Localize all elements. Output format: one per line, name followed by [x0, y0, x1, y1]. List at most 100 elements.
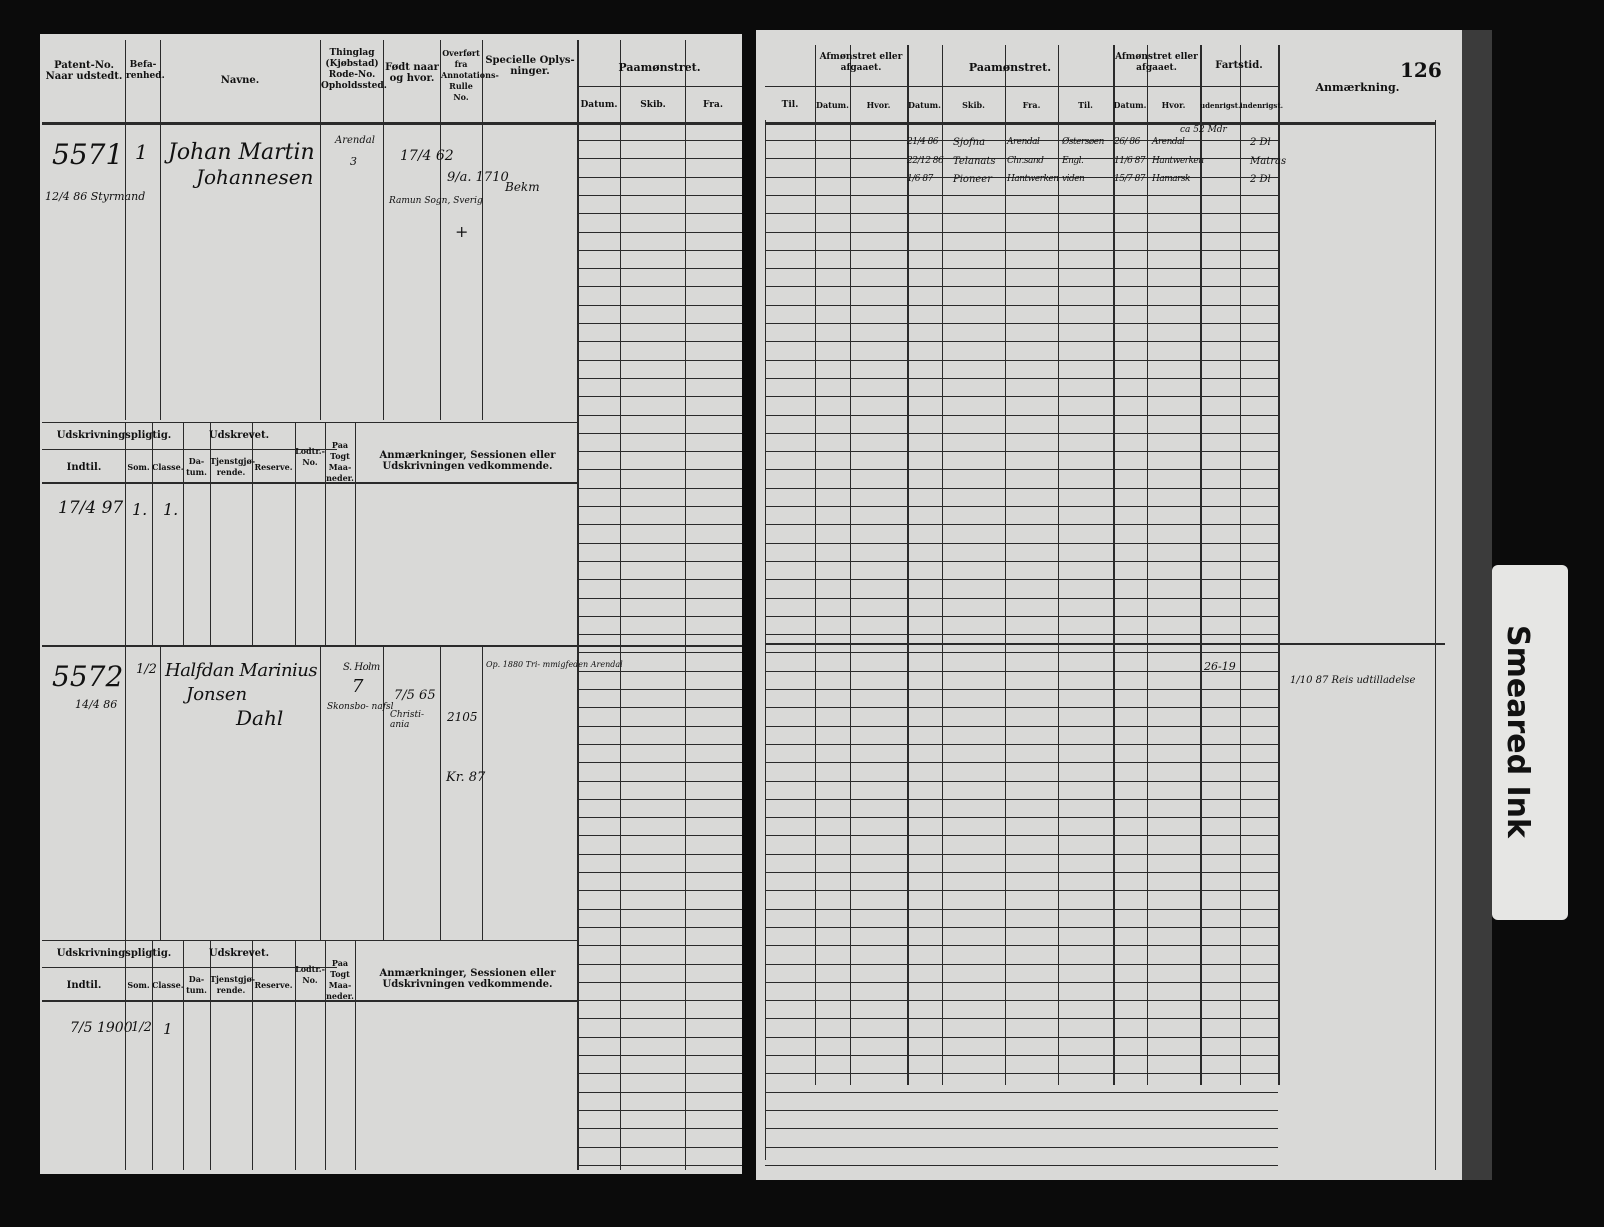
rule-line [1278, 45, 1280, 1085]
rule-line [42, 422, 577, 423]
issue-date: 14/4 86 [75, 698, 118, 711]
som: 1/2 [131, 1020, 152, 1035]
rule-line [325, 422, 326, 645]
grid-row [577, 1018, 742, 1020]
rule-line [440, 645, 441, 940]
grid-row [577, 725, 742, 727]
grid-row [577, 469, 742, 471]
grid-row [765, 304, 1278, 306]
grid-row [577, 835, 742, 837]
rule-line [1113, 45, 1115, 1085]
voyage-ship: Sjofna [953, 137, 986, 148]
header-datum: Datum. [1113, 100, 1147, 110]
grid-row [577, 1073, 742, 1075]
voyage-to: viden [1062, 174, 1085, 184]
header-til: Til. [1078, 100, 1093, 110]
grid-row [765, 945, 1278, 947]
header-paamonstret: Paamønstret. [618, 61, 701, 74]
header-som: Som. [127, 462, 150, 472]
grid-row [765, 1146, 1278, 1148]
header-hvor: Hvor. [866, 100, 891, 110]
grid-row [577, 872, 742, 873]
issue-date: 12/4 86 Styrmand [45, 190, 146, 203]
grid-row [577, 432, 742, 434]
rule-line [42, 449, 337, 450]
grid-row [765, 908, 1278, 910]
rule-line [152, 422, 153, 645]
header-afmonstret: Afmønstret eller afgaaet. [1115, 52, 1198, 73]
voyage-udenrigst: ca 52 Mdr [1180, 125, 1227, 135]
grid-row [765, 1018, 1278, 1020]
voyage-from: Arendal [1007, 137, 1040, 147]
rule-line [210, 422, 211, 645]
rule-line [577, 40, 579, 1170]
voyage-datum: 22/12 86 [907, 155, 944, 166]
specielle: Op. 1880 Tri- mmigfeden Arendal [486, 660, 623, 669]
rule-line [125, 645, 126, 940]
grid-row [577, 926, 742, 928]
rule-line [325, 940, 326, 1170]
thinglag: Arendal [335, 135, 375, 146]
grid-row [765, 615, 1278, 617]
grid-row [765, 158, 1278, 160]
grid-row [765, 689, 1278, 690]
grid-row [765, 268, 1278, 270]
birth-date: 7/5 65 [394, 688, 436, 703]
rule-line [1005, 45, 1006, 1085]
indtil: 7/5 1900 [70, 1020, 133, 1036]
name: Johan Martin [168, 140, 315, 165]
grid-row [765, 872, 1278, 873]
header-patent: Patent-No. Naar udstedt. [45, 60, 123, 82]
grid-row [765, 798, 1278, 800]
voyage-ship: Telanats [953, 155, 996, 167]
grid-row [765, 652, 1278, 654]
header-anmaerkning: Anmærkning. [1315, 81, 1400, 94]
grid-row [577, 853, 742, 855]
voyage-datum: 1/6 87 [907, 174, 933, 184]
grid-row [765, 524, 1278, 526]
grid-row [765, 414, 1278, 416]
tab-label: Smeared Ink [1500, 625, 1535, 838]
voyage-to: Østersøen [1062, 137, 1104, 147]
grid-row [765, 469, 1278, 471]
rule-line [320, 40, 321, 420]
rule-line [355, 422, 356, 645]
grid-row [577, 1164, 742, 1166]
overfort: 9/a. 1710 [447, 170, 509, 185]
grid-row [765, 249, 1278, 251]
grid-row [577, 963, 742, 965]
grid-row [577, 1000, 742, 1002]
grid-row [577, 670, 742, 672]
rule-line [252, 940, 253, 1170]
grid-row [765, 1109, 1278, 1111]
grid-row [577, 707, 742, 709]
birth-date: 17/4 62 [400, 148, 454, 164]
rule-line [160, 645, 161, 940]
header-thinglag: Thinglag (Kjøbstad) Rode-No. Opholdssted… [321, 48, 387, 91]
header-fra: Fra. [1022, 100, 1041, 110]
voyage-off-datum: 15/7 87 [1114, 174, 1146, 184]
grid-row [577, 286, 742, 288]
thinglag: S. Holm [343, 662, 380, 673]
rule-line [440, 40, 441, 420]
header-lodtr: Lodtr.-No. [295, 964, 325, 985]
header-udskrivningspligtig: Udskrivningspligtig. [56, 430, 172, 441]
grid-row [577, 597, 742, 599]
rule-line [42, 967, 337, 968]
header-indtil: Indtil. [66, 462, 102, 473]
rule-line [815, 45, 816, 1085]
header-paamonstret: Paamønstret. [968, 61, 1052, 74]
grid-row [577, 743, 742, 745]
header-datum: Datum. [908, 100, 941, 110]
smeared-ink-tab: Smeared Ink [1492, 565, 1568, 920]
rule-line [42, 940, 577, 941]
birth-place: Ramun Sogn, Sverig [389, 196, 483, 206]
grid-row [765, 634, 1278, 636]
grid-row [765, 542, 1278, 544]
grid-row [765, 396, 1278, 398]
grid-row [577, 304, 742, 306]
rule-line [942, 45, 943, 1085]
grid-row [765, 835, 1278, 837]
header-classe: Classe. [152, 980, 184, 990]
header-anmaerkninger: Anmærkninger, Sessionen eller Udskrivnin… [379, 968, 556, 990]
